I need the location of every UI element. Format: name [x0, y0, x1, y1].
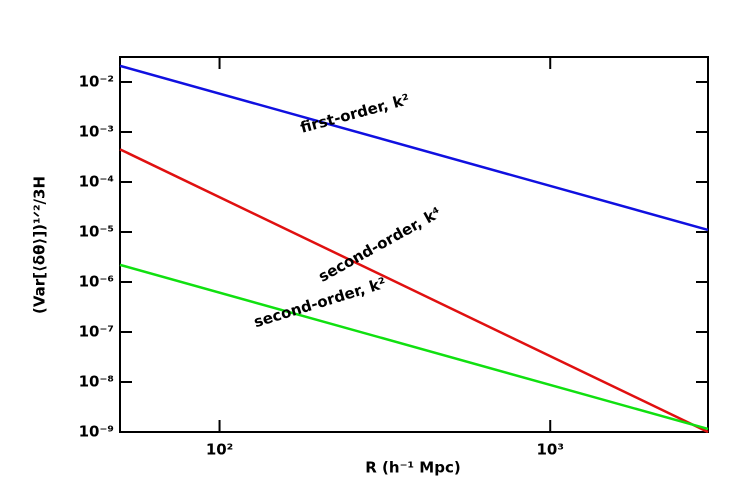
y-tick-label: 10⁻⁷	[79, 322, 114, 340]
series-line	[119, 263, 709, 431]
series-line	[119, 64, 709, 232]
y-tick-label: 10⁻³	[79, 122, 114, 140]
x-tick-label: 10²	[206, 441, 233, 459]
series-line	[119, 148, 709, 434]
series-label: second-order, k²	[252, 274, 388, 331]
x-tick-label: 10³	[536, 441, 563, 459]
plot-frame	[119, 56, 709, 433]
y-tick-label: 10⁻⁹	[79, 423, 114, 441]
y-tick-label: 10⁻²	[79, 72, 114, 90]
y-tick-label: 10⁻⁸	[79, 372, 114, 390]
y-axis-label: (Var[⟨δθ⟩])¹ᐟ²/3H	[31, 176, 49, 314]
series-label: first-order, k²	[298, 90, 411, 136]
y-tick-label: 10⁻⁶	[79, 272, 114, 290]
y-tick-label: 10⁻⁴	[79, 172, 114, 190]
x-axis-label: R (h⁻¹ Mpc)	[365, 459, 460, 477]
y-tick-label: 10⁻⁵	[79, 222, 114, 240]
